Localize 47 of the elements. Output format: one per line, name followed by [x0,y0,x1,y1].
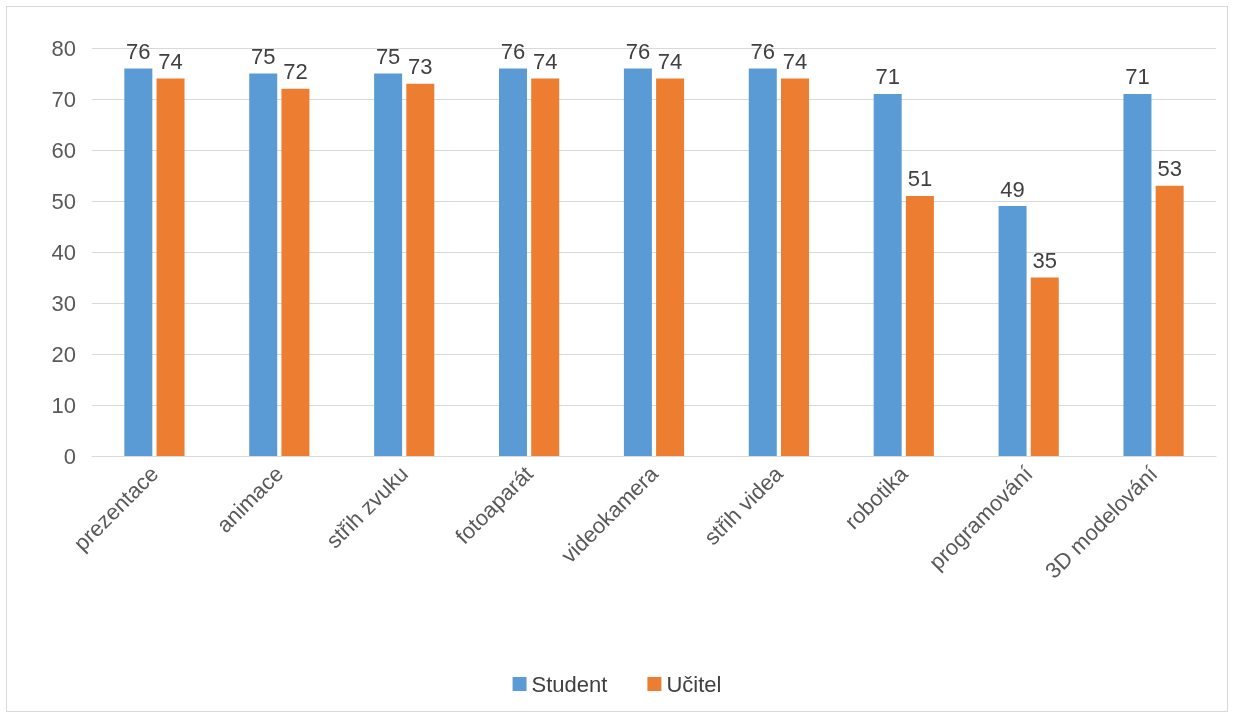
bar [998,206,1027,456]
bar [1155,185,1184,456]
data-label: 51 [907,166,933,192]
bar [499,68,528,456]
data-label: 74 [782,49,808,75]
y-tick-label: 50 [51,188,76,214]
bar [406,83,435,456]
data-label: 75 [250,44,276,69]
data-label: 76 [500,38,526,64]
legend-label: Učitel [666,671,722,697]
data-label: 53 [1157,156,1182,182]
bar [1030,277,1059,456]
bar [281,88,310,456]
data-label: 74 [158,49,183,75]
y-tick-label: 0 [63,443,76,469]
bar [748,68,777,456]
bar [623,68,652,456]
data-label: 72 [283,59,308,85]
bar [905,195,934,456]
data-label: 71 [875,64,900,90]
y-tick-label: 40 [51,239,76,265]
data-label: 49 [1000,176,1025,202]
bar [124,68,153,456]
data-label: 74 [657,49,683,75]
data-label: 73 [408,54,433,80]
y-tick-label: 20 [51,341,76,367]
data-label: 74 [532,49,558,75]
bar [374,73,403,456]
data-label: 35 [1032,248,1058,273]
y-tick-label: 80 [51,35,76,61]
y-tick-label: 30 [51,290,76,316]
y-tick-label: 60 [51,137,76,163]
y-tick-label: 70 [51,86,76,112]
data-label: 76 [625,38,651,64]
bar [873,93,902,456]
data-label: 76 [126,38,151,64]
bar [1123,93,1152,456]
y-tick-label: 10 [51,392,76,418]
data-label: 76 [750,38,776,64]
bar [531,78,560,456]
bar [156,78,185,456]
bar [249,73,278,456]
data-label: 71 [1125,64,1150,90]
legend-label: Student [531,671,608,697]
bar [780,78,809,456]
bar [656,78,685,456]
data-label: 75 [375,44,401,69]
